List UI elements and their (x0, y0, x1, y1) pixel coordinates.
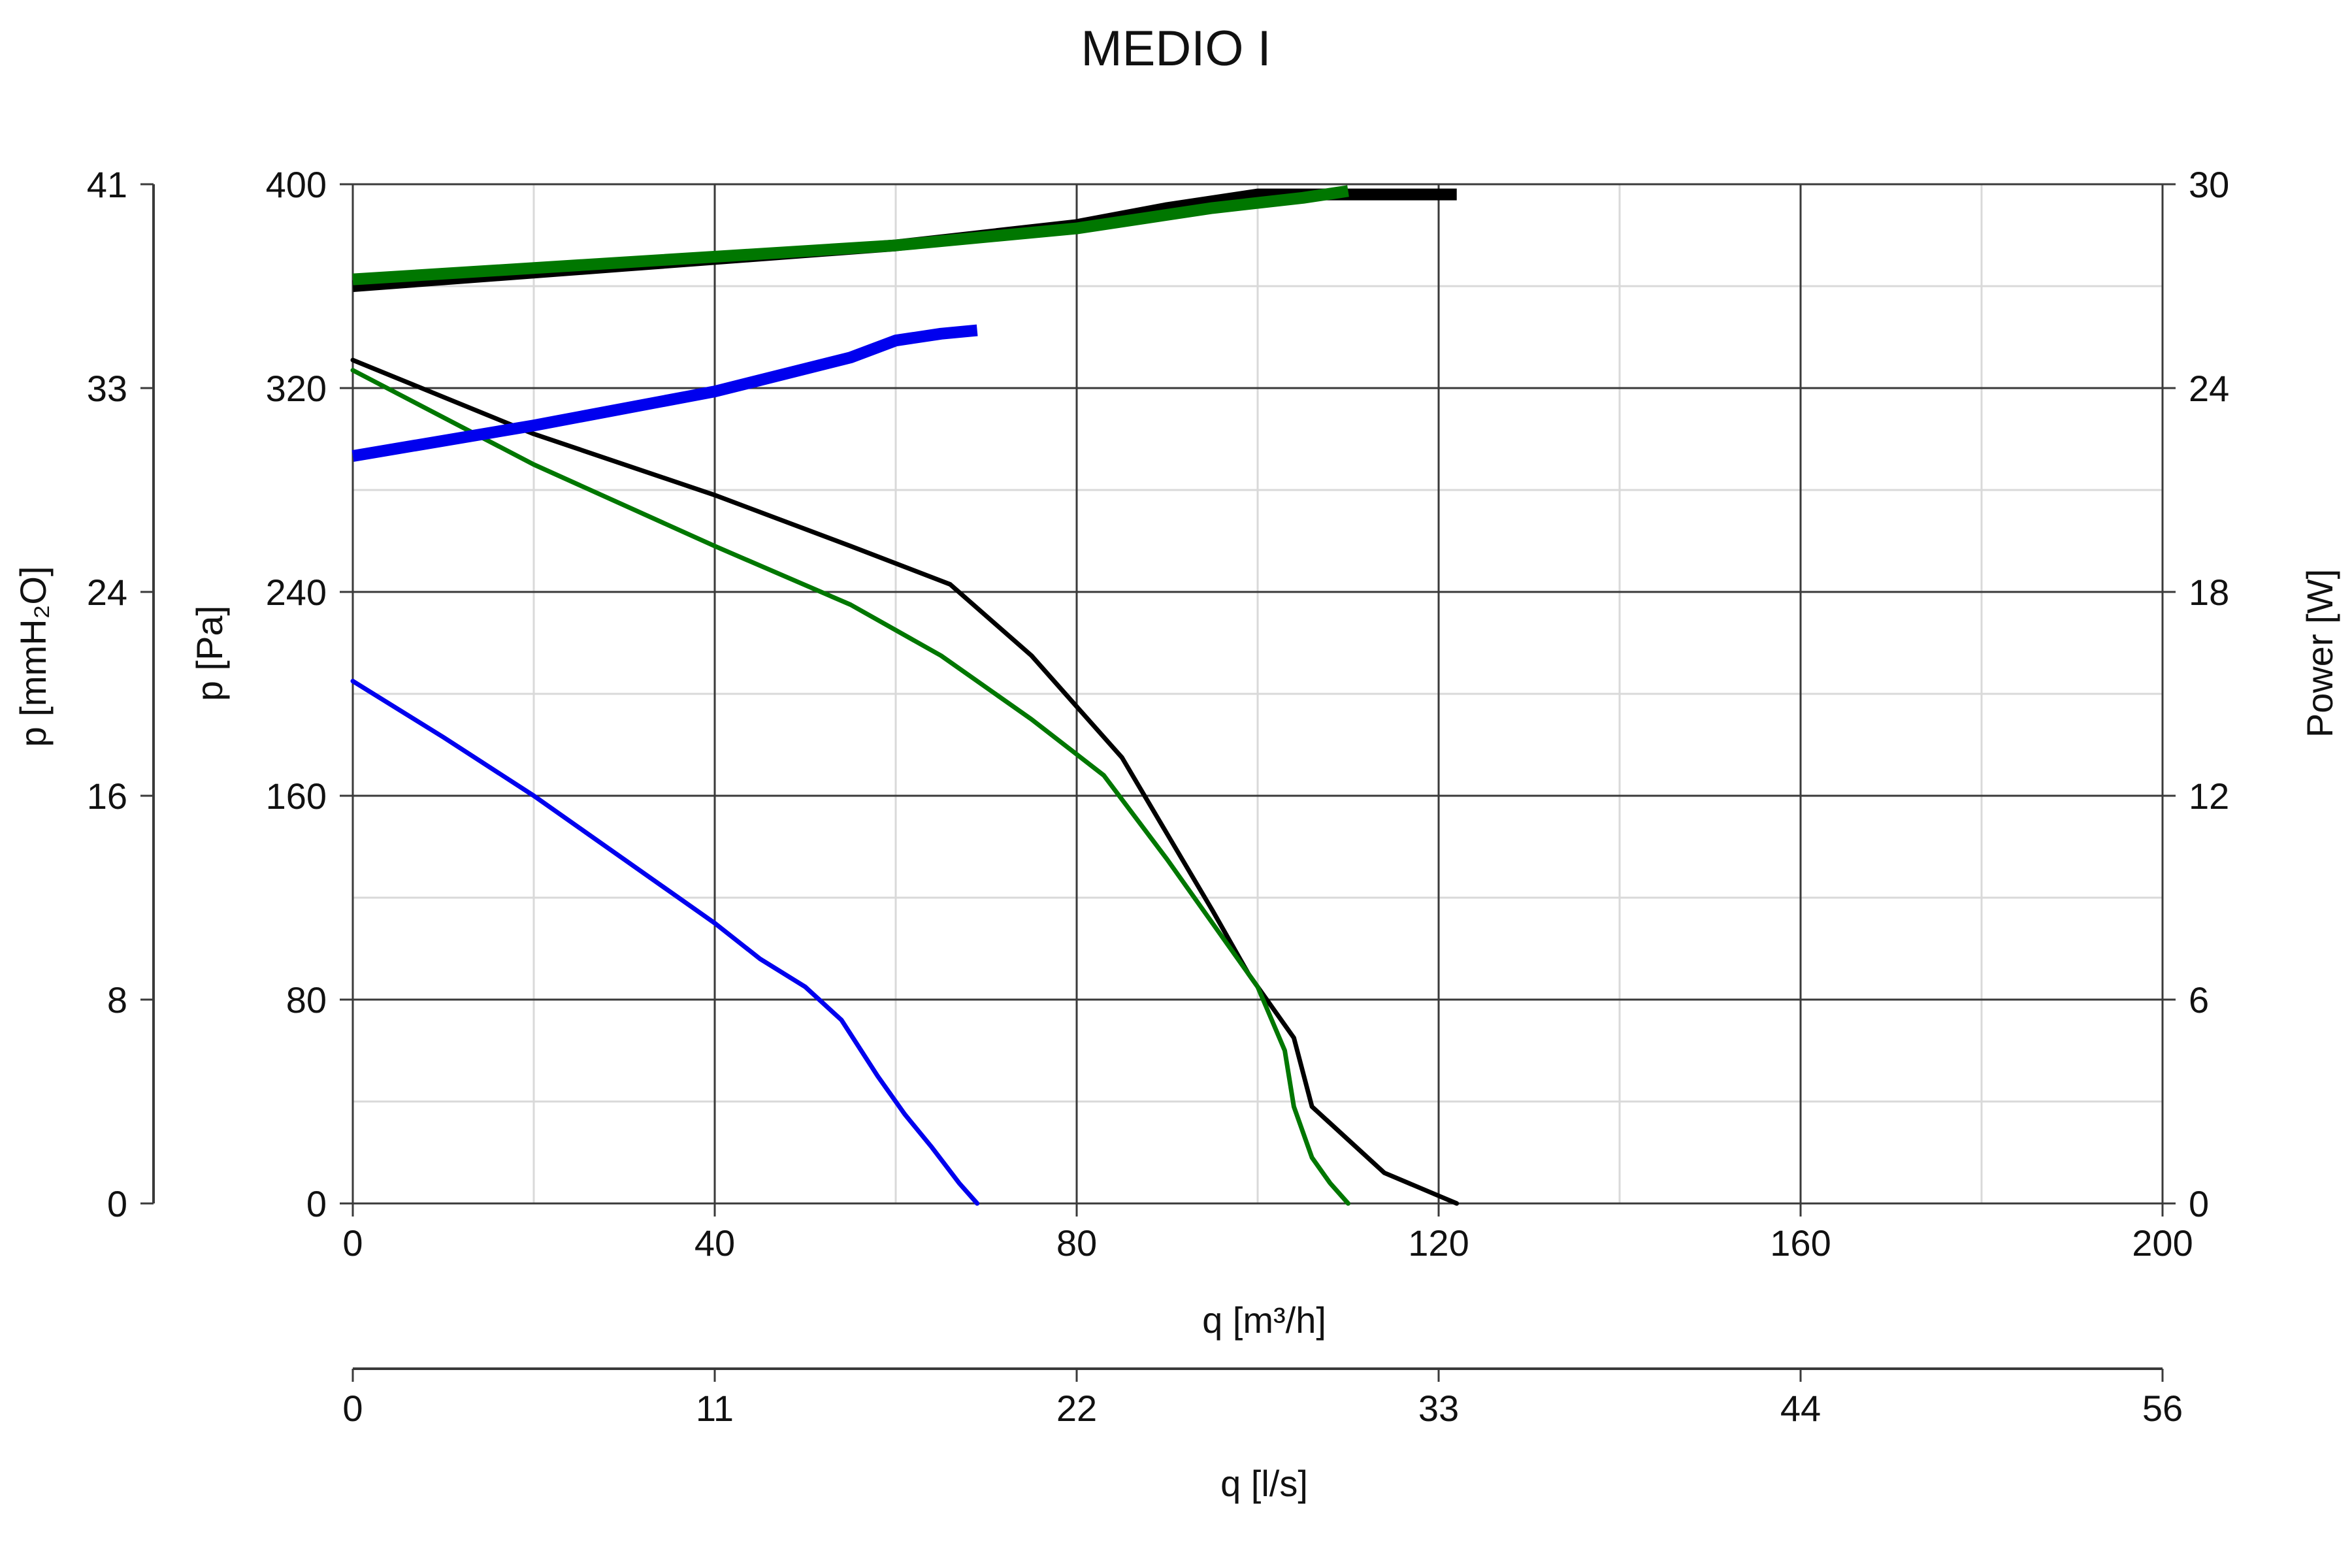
y-outer-tick-label: 8 (107, 979, 127, 1021)
y-right-tick-label: 12 (2189, 776, 2229, 817)
pressure-curve-3 (350, 368, 1350, 1206)
y-tick-label: 160 (266, 776, 327, 817)
y-tick-label: 0 (306, 1183, 327, 1224)
x-tick-label: 0 (342, 1222, 363, 1264)
y-left-axis-title: p [Pa] (189, 606, 230, 701)
major-gridlines (353, 184, 2163, 1203)
power-curve-3 (352, 185, 1349, 286)
y-outer-axis-title: p [mmH₂O] (12, 566, 54, 747)
x-tick-label: 160 (1770, 1222, 1831, 1264)
minor-gridlines (353, 184, 2163, 1203)
x2-tick-label: 0 (342, 1388, 363, 1429)
x-tick-label: 80 (1056, 1222, 1097, 1264)
y-right-tick-label: 6 (2189, 979, 2209, 1021)
pressure-curve-2 (350, 357, 1460, 1206)
y-tick-label: 320 (266, 368, 327, 409)
x2-tick-label: 44 (1780, 1388, 1821, 1429)
y-outer-tick-label: 41 (87, 164, 127, 205)
x-tick-label: 200 (2132, 1222, 2193, 1264)
y-outer-tick-label: 0 (107, 1183, 127, 1224)
axes (140, 183, 2176, 1382)
x2-axis-title: q [l/s] (1220, 1463, 1308, 1504)
y-tick-label: 80 (286, 979, 327, 1021)
y-right-tick-label: 0 (2189, 1183, 2209, 1224)
y-right-axis-title: Power [W] (2299, 569, 2340, 738)
y-tick-label: 240 (266, 572, 327, 613)
y-right-tick-label: 30 (2189, 164, 2229, 205)
power-curve-1 (351, 324, 978, 462)
plot-frame (351, 183, 2164, 1205)
y-right-tick-label: 18 (2189, 572, 2229, 613)
chart-title: MEDIO I (1081, 21, 1271, 76)
y-outer-tick-label: 24 (87, 572, 127, 613)
y-right-tick-label: 24 (2189, 368, 2229, 409)
x2-tick-label: 33 (1418, 1388, 1459, 1429)
x-axis-title: q [m³/h] (1202, 1299, 1326, 1341)
x2-tick-label: 11 (696, 1388, 734, 1429)
x-tick-label: 40 (694, 1222, 735, 1264)
x-tick-label: 120 (1408, 1222, 1469, 1264)
y-outer-tick-label: 16 (87, 776, 127, 817)
y-outer-tick-label: 33 (87, 368, 127, 409)
x2-tick-label: 56 (2142, 1388, 2183, 1429)
x2-tick-label: 22 (1056, 1388, 1097, 1429)
y-tick-label: 400 (266, 164, 327, 205)
series-layer (350, 185, 1460, 1206)
pressure-curve-1 (350, 679, 980, 1206)
